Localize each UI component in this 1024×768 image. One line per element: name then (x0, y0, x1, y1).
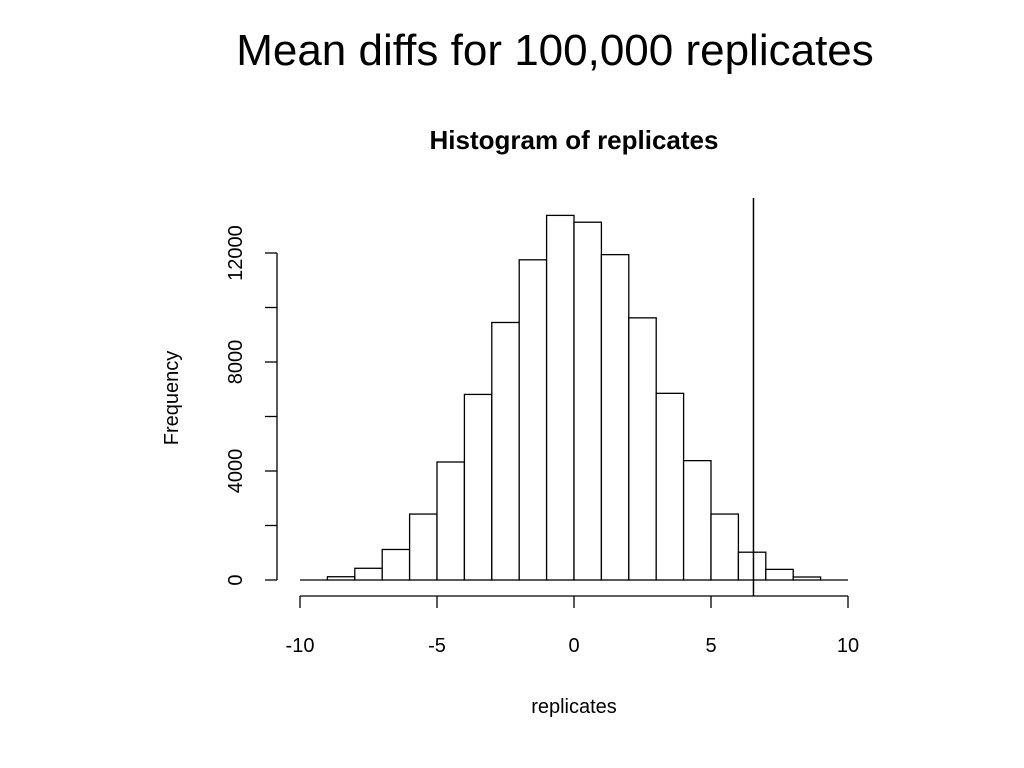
histogram-bar (463, 393, 493, 581)
slide-title: Mean diffs for 100,000 replicates (236, 26, 874, 75)
x-tick-label: 0 (568, 635, 579, 657)
x-tick-label: 5 (705, 635, 716, 657)
histogram-bar (600, 253, 630, 581)
y-tick-label: 8000 (225, 340, 247, 385)
histogram-bar (491, 321, 520, 581)
x-tick-label: 10 (837, 635, 859, 657)
histogram-bar (354, 567, 383, 581)
histogram-bar (518, 259, 548, 581)
histogram-bar (408, 513, 438, 581)
histogram-bar (381, 548, 411, 581)
histogram-bar (628, 317, 657, 581)
y-tick-label: 12000 (225, 225, 247, 281)
histogram-bar (765, 568, 794, 581)
histogram-bar (737, 551, 767, 581)
x-tick-label: -10 (286, 635, 315, 657)
histogram-bar (545, 214, 575, 581)
histogram-bar (436, 461, 466, 581)
y-tick-label: 0 (225, 574, 247, 585)
histogram-bar (682, 459, 712, 581)
chart-title: Histogram of replicates (430, 125, 719, 155)
histogram-bar (326, 576, 356, 581)
x-axis-label: replicates (531, 696, 617, 718)
y-axis-label: Frequency (161, 351, 183, 446)
histogram-bar (573, 221, 603, 581)
histogram-bar (792, 576, 822, 581)
y-tick-label: 4000 (225, 449, 247, 494)
bars-group (300, 214, 848, 581)
x-axis: -10 -5 0 5 10 (286, 595, 859, 657)
histogram-bar (710, 513, 740, 581)
y-axis: 0 4000 8000 12000 (225, 225, 278, 586)
x-tick-label: -5 (428, 635, 446, 657)
histogram-bar (655, 392, 685, 581)
